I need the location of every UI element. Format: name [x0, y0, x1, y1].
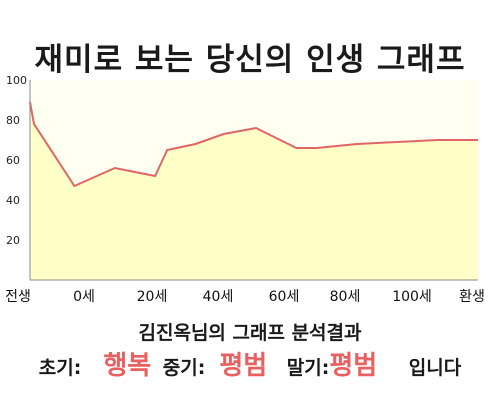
y-tick-label: 100	[6, 74, 27, 87]
analysis-caption: 김진옥님의 그래프 분석결과	[138, 322, 362, 344]
late-value: 평범	[329, 351, 378, 381]
x-tick-label: 80세	[330, 289, 361, 305]
x-tick-label: 환생	[459, 289, 485, 305]
y-tick-label: 20	[6, 234, 20, 247]
y-tick-label: 40	[6, 194, 20, 207]
analysis-summary: 초기: 행복 중기: 평범 말기:평범 입니다	[0, 345, 500, 382]
y-tick-label: 60	[6, 154, 20, 167]
life-area-fill	[30, 102, 478, 280]
ending-text: 입니다	[408, 357, 462, 379]
x-tick-label: 전생	[5, 289, 31, 305]
x-tick-label: 20세	[137, 289, 168, 305]
mid-value: 평범	[219, 351, 268, 381]
x-tick-label: 100세	[392, 289, 432, 305]
y-tick-label: 80	[6, 114, 20, 127]
x-tick-label: 0세	[73, 289, 95, 305]
x-tick-label: 40세	[203, 289, 234, 305]
chart-title: 재미로 보는 당신의 인생 그래프	[34, 42, 466, 78]
late-label: 말기:	[286, 357, 330, 379]
early-label: 초기:	[38, 357, 82, 379]
x-tick-labels: 전생 0세 20세 40세 60세 80세 100세 환생	[5, 289, 485, 305]
x-tick-label: 60세	[269, 289, 300, 305]
mid-label: 중기:	[162, 357, 206, 379]
early-value: 행복	[103, 351, 152, 381]
life-line	[29, 101, 478, 188]
y-tick-labels: 20 40 60 80 100	[6, 74, 27, 247]
